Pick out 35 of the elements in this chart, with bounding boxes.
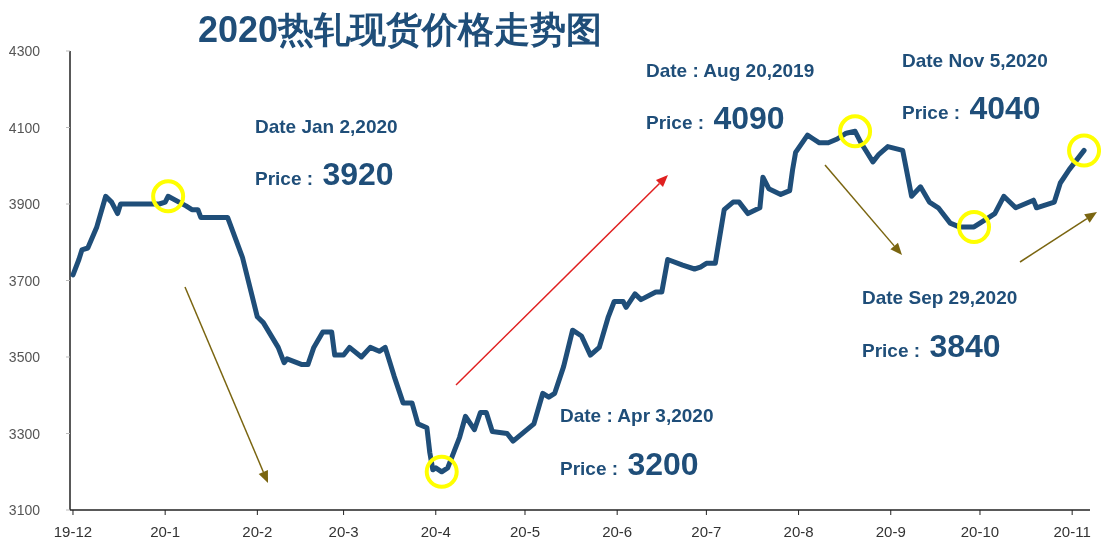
- point: [424, 454, 459, 489]
- point: [1067, 133, 1101, 168]
- y-tick-label: 3300: [8, 425, 41, 442]
- annotation: Price : 3840: [862, 328, 1001, 364]
- y-tick-label: 3500: [8, 349, 41, 365]
- annotation: Price : 4040: [902, 90, 1041, 126]
- annotation: Date : Apr 3,2020: [560, 405, 714, 426]
- x-tick-label: 20-3: [328, 523, 359, 540]
- x-tick-label: 20-7: [691, 523, 722, 540]
- x-tick-label: 20-9: [875, 523, 906, 540]
- annotation: Date Nov 5,2020: [902, 50, 1048, 71]
- point: [957, 209, 992, 244]
- annotation: Price : 4090: [646, 100, 785, 136]
- point: [151, 179, 186, 214]
- y-tick-label: 3100: [8, 502, 41, 518]
- x-tick-label: 20-4: [420, 523, 451, 540]
- annotation: Price : 3920: [255, 156, 394, 192]
- x-tick-label: 20-6: [602, 523, 633, 540]
- x-tick-label: 19-12: [53, 523, 93, 540]
- x-tick-label: 20-5: [509, 523, 540, 540]
- annotation: Date Sep 29,2020: [862, 287, 1018, 308]
- y-tick-label: 4100: [8, 119, 41, 136]
- point: [838, 114, 873, 149]
- x-tick-label: 20-10: [960, 523, 1000, 540]
- annotation: Price : 3200: [560, 446, 699, 482]
- x-tick-label: 20-2: [242, 523, 273, 540]
- annotation: Date : Aug 20,2019: [646, 60, 815, 81]
- chart-title: 2020热轧现货价格走势图: [197, 9, 603, 50]
- x-tick-label: 20-11: [1053, 523, 1091, 540]
- y-tick-label: 3900: [8, 196, 41, 212]
- annotation: Date Jan 2,2020: [255, 116, 398, 137]
- x-tick-label: 20-1: [150, 523, 181, 540]
- x-tick-label: 20-8: [783, 523, 814, 540]
- y-tick-label: 4300: [8, 43, 41, 59]
- y-tick-label: 3700: [8, 272, 41, 289]
